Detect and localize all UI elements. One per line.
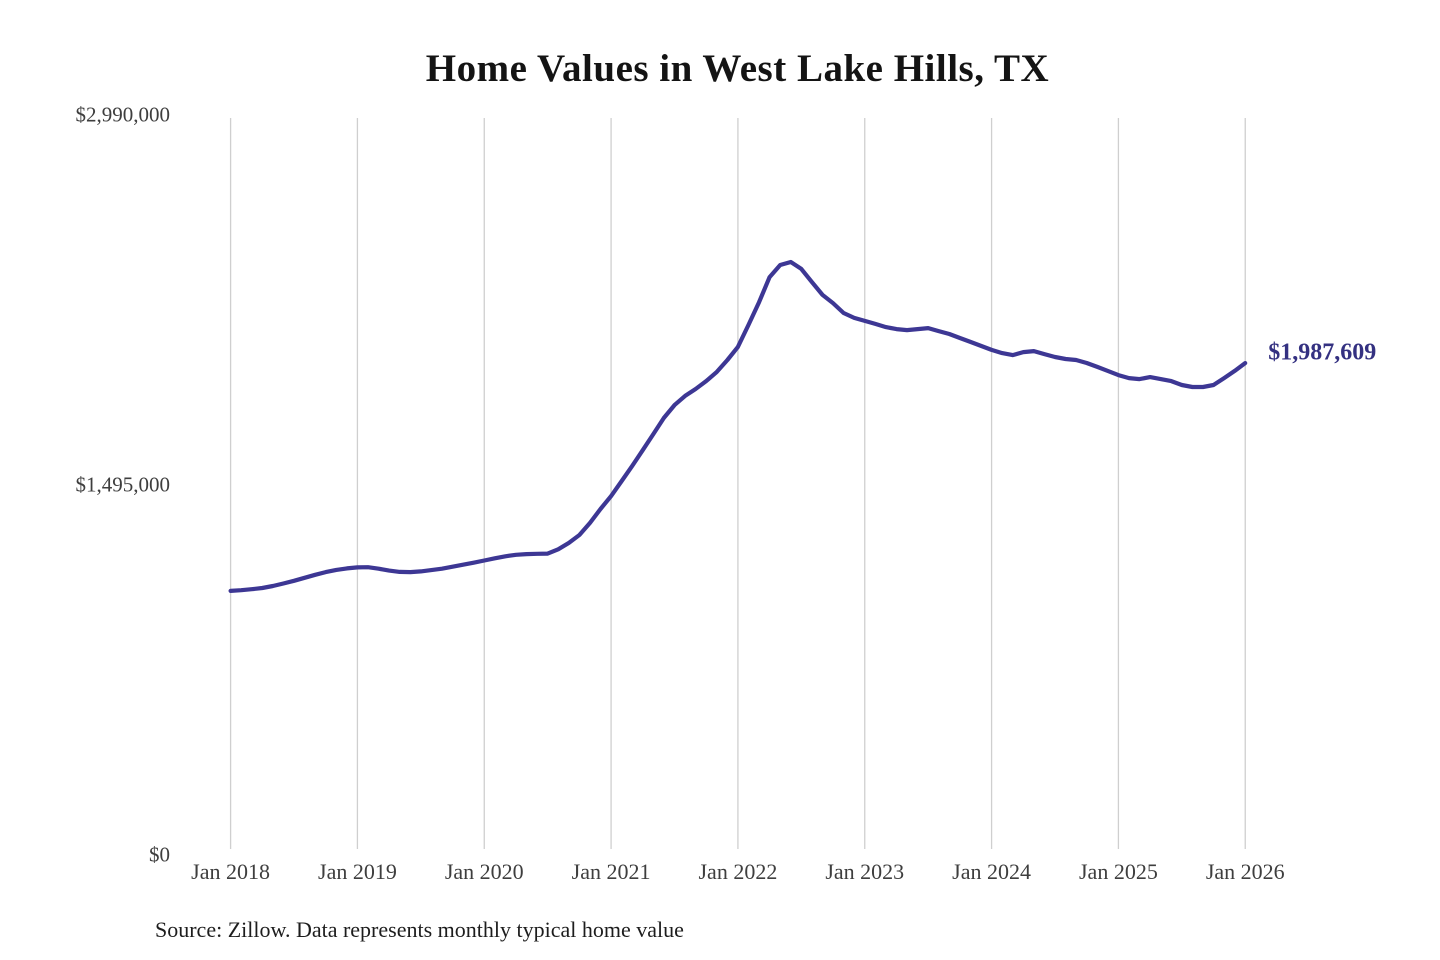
x-axis-tick-label: Jan 2024: [952, 859, 1031, 884]
home-value-line: [228, 259, 1248, 593]
chart-title: Home Values in West Lake Hills, TX: [425, 47, 1050, 90]
x-axis-tick-label: Jan 2025: [1078, 859, 1158, 884]
x-axis-tick-label: Jan 2020: [444, 859, 524, 884]
latest-value-annotation: $1,987,609: [1268, 339, 1377, 366]
y-axis-tick-label: $2,990,000: [75, 102, 171, 127]
x-axis-tick-label: Jan 2022: [698, 859, 778, 884]
x-axis-tick-label: Jan 2018: [191, 859, 271, 884]
source-note: Source: Zillow. Data represents monthly …: [155, 917, 684, 942]
x-axis-tick-label: Jan 2019: [318, 859, 397, 884]
y-axis-tick-label: $0: [149, 842, 170, 867]
x-axis-tick-label: Jan 2026: [1205, 859, 1285, 884]
x-axis-tick-label: Jan 2023: [825, 859, 905, 884]
y-axis-tick-label: $1,495,000: [75, 472, 171, 497]
x-axis-tick-label: Jan 2021: [571, 859, 651, 884]
